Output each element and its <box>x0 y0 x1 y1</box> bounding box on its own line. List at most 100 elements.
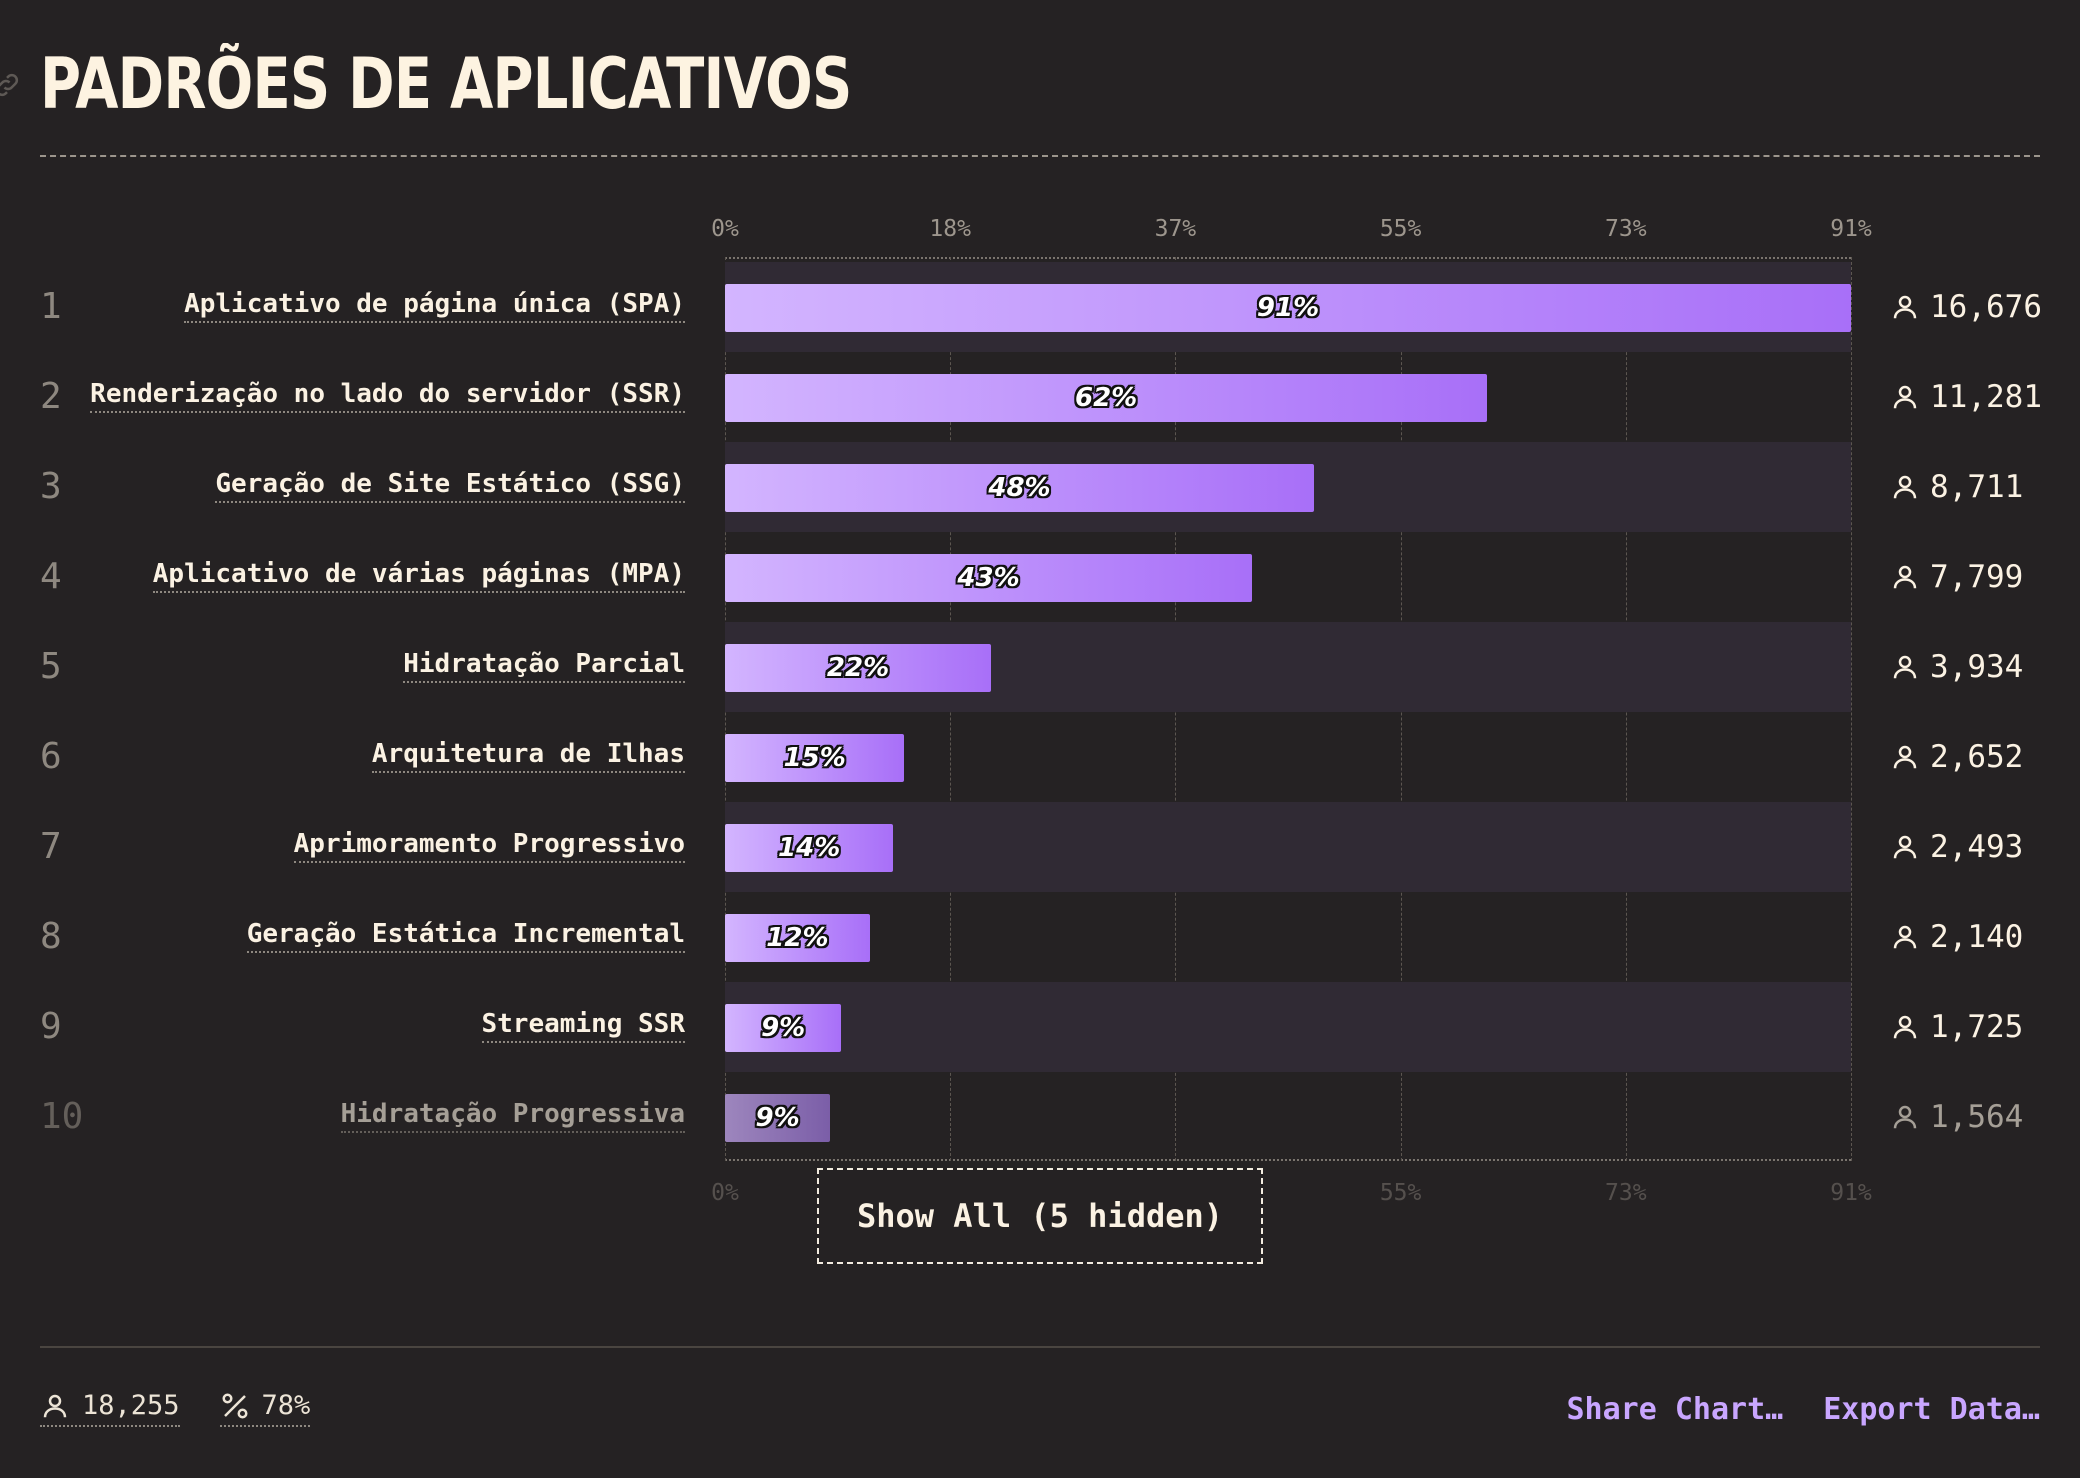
tick-label: 73% <box>1605 216 1647 242</box>
count-value: 2,493 <box>1930 829 2024 865</box>
category-label[interactable]: Renderização no lado do servidor (SSR) <box>90 378 685 413</box>
tick-label: 37% <box>1154 216 1197 242</box>
count-value: 11,281 <box>1930 379 2042 415</box>
bar[interactable] <box>725 734 905 782</box>
rank-number: 1 <box>40 286 62 327</box>
user-icon <box>1893 745 1917 769</box>
bar[interactable] <box>725 554 1253 602</box>
count-value: 16,676 <box>1930 289 2042 325</box>
user-icon <box>1893 295 1917 319</box>
export-data-link[interactable]: Export Data… <box>1823 1392 2040 1427</box>
rank-number: 6 <box>40 736 62 777</box>
bar-row[interactable]: 4 Aplicativo de várias páginas (MPA) 43% 7,… <box>0 532 2080 622</box>
user-icon <box>1893 565 1917 589</box>
user-icon <box>1893 1105 1917 1129</box>
category-label[interactable]: Aplicativo de página única (SPA) <box>184 288 685 323</box>
bar-row[interactable]: 3 Geração de Site Estático (SSG) 48% 8,711 <box>0 442 2080 532</box>
axis-line-bottom <box>725 1159 1851 1161</box>
row-band <box>725 892 1851 982</box>
category-label[interactable]: Hidratação Parcial <box>403 648 685 683</box>
row-band <box>725 802 1851 892</box>
user-icon <box>1893 385 1917 409</box>
respondents-stat: 18,255 <box>40 1390 180 1427</box>
rank-number: 3 <box>40 466 62 507</box>
tick-label: 91% <box>1830 1180 1872 1206</box>
respondent-count: 8,711 <box>1890 442 2023 532</box>
bar-row[interactable]: 10 Hidratação Progressiva 9% 1,564 <box>0 1072 2080 1162</box>
percent-icon <box>222 1393 248 1418</box>
x-axis-top: 0% 18% 37% 55% 73% 91% <box>0 216 2080 246</box>
tick-label: 0% <box>711 1180 739 1206</box>
chart-title: PADRÕES DE APLICATIVOS <box>40 43 852 125</box>
user-icon <box>1893 1015 1917 1039</box>
bar-row[interactable]: 7 Aprimoramento Progressivo 14% 2,493 <box>0 802 2080 892</box>
bar-value-label: 48% <box>988 473 1051 503</box>
category-label[interactable]: Streaming SSR <box>481 1008 685 1043</box>
tick-label: 73% <box>1605 1180 1647 1206</box>
bar-value-label: 22% <box>826 653 890 683</box>
rank-number: 5 <box>40 646 62 687</box>
bar[interactable] <box>725 284 1851 332</box>
show-all-button[interactable]: Show All (5 hidden) <box>817 1168 1263 1264</box>
bar[interactable] <box>725 464 1314 512</box>
count-value: 7,799 <box>1930 559 2024 595</box>
category-label[interactable]: Hidratação Progressiva <box>340 1098 685 1133</box>
bar[interactable] <box>725 1094 831 1142</box>
footer-stats: 18,255 78% <box>40 1390 311 1427</box>
respondent-count: 2,652 <box>1890 712 2023 802</box>
tick-label: 91% <box>1830 216 1872 242</box>
respondents-value: 18,255 <box>82 1390 180 1421</box>
bar-row[interactable]: 2 Renderização no lado do servidor (SSR) 6… <box>0 352 2080 442</box>
bar-row[interactable]: 6 Arquitetura de Ilhas 15% 2,652 <box>0 712 2080 802</box>
bar-rows: 1 Aplicativo de página única (SPA) 91% 16,6… <box>0 262 2080 1162</box>
bar-value-label: 9% <box>755 1103 800 1133</box>
row-band <box>725 982 1851 1072</box>
tick-label: 0% <box>711 216 739 242</box>
user-icon <box>1893 475 1917 499</box>
respondent-count: 3,934 <box>1890 622 2023 712</box>
user-icon <box>43 1394 67 1417</box>
bar-value-label: 62% <box>1074 383 1138 413</box>
category-label[interactable]: Arquitetura de Ilhas <box>371 738 685 773</box>
category-label[interactable]: Geração Estática Incremental <box>246 918 685 953</box>
share-chart-link[interactable]: Share Chart… <box>1566 1392 1784 1427</box>
bar-row[interactable]: 9 Streaming SSR 9% 1,725 <box>0 982 2080 1072</box>
rank-number: 4 <box>40 556 62 597</box>
bar[interactable] <box>725 824 894 872</box>
title-divider <box>40 155 2040 157</box>
bar-row[interactable]: 1 Aplicativo de página única (SPA) 91% 16,6… <box>0 262 2080 352</box>
user-icon <box>1893 655 1917 679</box>
category-label[interactable]: Aplicativo de várias páginas (MPA) <box>152 558 685 593</box>
percent-value: 78% <box>261 1390 311 1421</box>
bar[interactable] <box>725 914 870 962</box>
count-value: 1,725 <box>1930 1009 2024 1045</box>
bar[interactable] <box>725 374 1488 422</box>
user-icon <box>1893 925 1917 949</box>
footer-divider <box>40 1346 2040 1348</box>
bar-value-label: 14% <box>778 833 841 863</box>
rank-number: 7 <box>40 826 62 867</box>
rank-number: 9 <box>40 1006 62 1047</box>
bar[interactable] <box>725 644 992 692</box>
respondent-count: 11,281 <box>1890 352 2042 442</box>
rank-number: 8 <box>40 916 62 957</box>
axis-line-top <box>725 257 1851 259</box>
user-icon <box>1893 835 1917 859</box>
bar-value-label: 9% <box>761 1013 806 1043</box>
rank-number: 10 <box>40 1096 84 1137</box>
bar-row[interactable]: 5 Hidratação Parcial 22% 3,934 <box>0 622 2080 712</box>
bar-value-label: 91% <box>1256 293 1320 323</box>
category-label[interactable]: Aprimoramento Progressivo <box>293 828 685 863</box>
count-value: 1,564 <box>1930 1099 2024 1135</box>
bar-row[interactable]: 8 Geração Estática Incremental 12% 2,140 <box>0 892 2080 982</box>
tick-label: 55% <box>1379 1180 1422 1206</box>
footer-actions: Share Chart… Export Data… <box>1567 1392 2041 1427</box>
respondent-count: 7,799 <box>1890 532 2023 622</box>
category-label[interactable]: Geração de Site Estático (SSG) <box>215 468 685 503</box>
respondent-count: 1,725 <box>1890 982 2023 1072</box>
count-value: 2,140 <box>1930 919 2024 955</box>
tick-label: 18% <box>929 216 971 242</box>
bar[interactable] <box>725 1004 842 1052</box>
link-icon[interactable] <box>0 70 22 100</box>
bar-value-label: 43% <box>957 563 1020 593</box>
